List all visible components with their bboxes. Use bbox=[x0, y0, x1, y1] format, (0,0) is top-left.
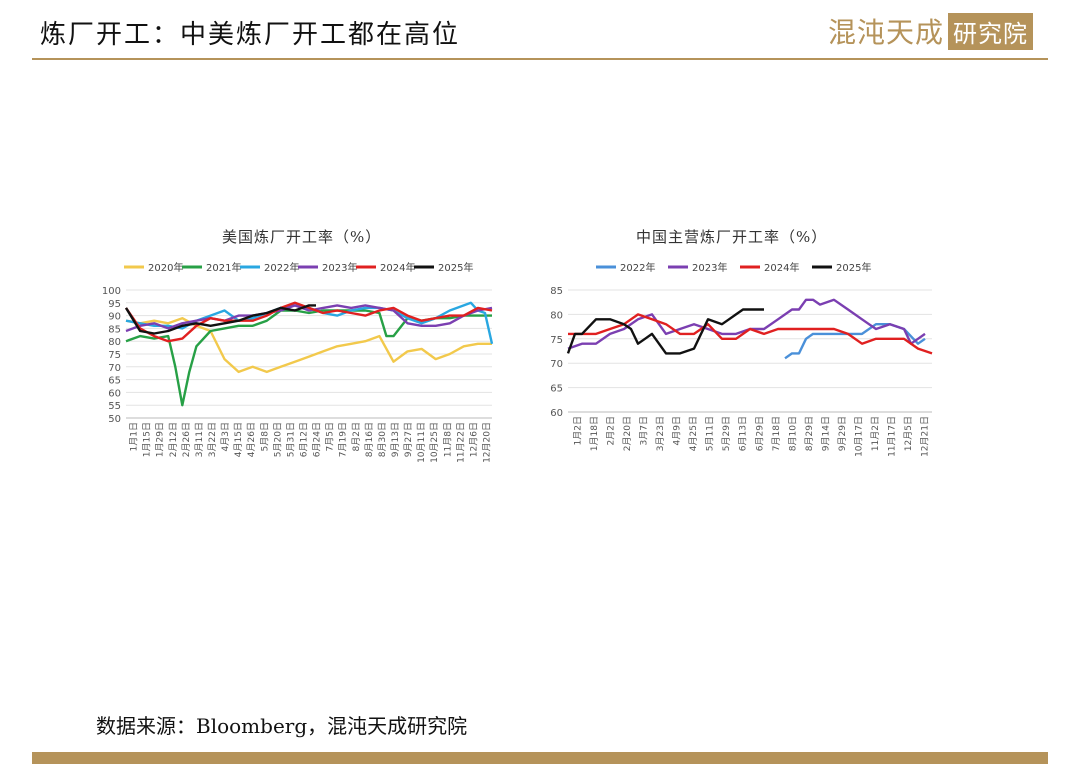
x-tick-label: 9月27日 bbox=[403, 422, 414, 457]
x-tick-label: 7月18日 bbox=[771, 416, 782, 451]
brand-logo: 混沌天成 研究院 bbox=[828, 10, 1034, 52]
x-tick-label: 8月16日 bbox=[364, 422, 375, 457]
x-tick-label: 11月22日 bbox=[455, 422, 466, 463]
legend-label: 2022年 bbox=[264, 261, 299, 274]
x-tick-label: 8月29日 bbox=[804, 416, 815, 451]
x-tick-label: 5月29日 bbox=[721, 416, 732, 451]
x-tick-label: 12月5日 bbox=[903, 416, 914, 451]
legend-label: 2023年 bbox=[692, 261, 727, 274]
x-tick-label: 1月18日 bbox=[589, 416, 600, 451]
x-tick-label: 1月15日 bbox=[142, 422, 153, 457]
y-tick-label: 75 bbox=[108, 350, 121, 361]
x-tick-label: 5月20日 bbox=[272, 422, 283, 457]
y-tick-label: 100 bbox=[102, 286, 121, 297]
x-tick-label: 6月13日 bbox=[738, 416, 749, 451]
x-tick-label: 12月20日 bbox=[481, 422, 492, 463]
y-tick-label: 75 bbox=[550, 335, 563, 346]
y-tick-label: 70 bbox=[108, 363, 121, 374]
x-tick-label: 3月22日 bbox=[207, 422, 218, 457]
legend-label: 2021年 bbox=[206, 261, 241, 274]
x-tick-label: 11月17日 bbox=[887, 416, 898, 457]
series-line bbox=[124, 304, 316, 335]
x-tick-label: 5月8日 bbox=[259, 422, 270, 451]
y-tick-label: 80 bbox=[108, 337, 121, 348]
series-line bbox=[567, 298, 926, 350]
legend-label: 2024年 bbox=[380, 261, 415, 274]
y-tick-label: 60 bbox=[550, 408, 563, 419]
y-tick-label: 85 bbox=[550, 286, 563, 297]
y-tick-label: 90 bbox=[108, 312, 121, 323]
x-tick-label: 8月30日 bbox=[377, 422, 388, 457]
x-tick-label: 5月31日 bbox=[285, 422, 296, 457]
footer-bar bbox=[32, 752, 1048, 764]
x-tick-label: 3月23日 bbox=[655, 416, 666, 451]
x-tick-label: 7月5日 bbox=[325, 422, 336, 451]
legend-label: 2023年 bbox=[322, 261, 357, 274]
x-tick-label: 9月29日 bbox=[837, 416, 848, 451]
x-tick-label: 4月26日 bbox=[246, 422, 257, 457]
x-tick-label: 11月8日 bbox=[442, 422, 453, 457]
x-tick-label: 8月10日 bbox=[787, 416, 798, 451]
x-tick-label: 9月13日 bbox=[390, 422, 401, 457]
legend-label: 2025年 bbox=[836, 261, 871, 274]
y-tick-label: 80 bbox=[550, 310, 563, 321]
x-tick-label: 6月24日 bbox=[312, 422, 323, 457]
x-tick-label: 3月7日 bbox=[638, 416, 649, 445]
cn-refinery-utilization-chart: 2022年 2023年 2024年 2025年 60 65 70 75 80 85 1月2日 1月18… bbox=[550, 261, 933, 457]
series-line bbox=[125, 316, 492, 374]
x-tick-label: 2月26日 bbox=[181, 422, 192, 457]
x-tick-label: 1月2日 bbox=[572, 416, 583, 445]
y-tick-label: 95 bbox=[108, 299, 121, 310]
x-tick-label: 6月12日 bbox=[298, 422, 309, 457]
logo-box: 研究院 bbox=[948, 12, 1034, 50]
us-chart-title: 美国炼厂开工率（%） bbox=[222, 228, 382, 246]
x-tick-label: 4月25日 bbox=[688, 416, 699, 451]
series-line bbox=[566, 308, 764, 355]
logo-text: 混沌天成 bbox=[828, 16, 945, 49]
x-tick-label: 12月6日 bbox=[468, 422, 479, 457]
legend-label: 2025年 bbox=[438, 261, 473, 274]
data-source: 数据来源：Bloomberg，混沌天成研究院 bbox=[96, 714, 468, 738]
series-line bbox=[568, 313, 933, 355]
series-line bbox=[125, 301, 493, 343]
header-divider bbox=[32, 58, 1048, 60]
legend-label: 2020年 bbox=[148, 261, 183, 274]
cn-chart-title: 中国主营炼厂开工率（%） bbox=[636, 228, 828, 246]
x-tick-label: 5月11日 bbox=[705, 416, 716, 451]
x-tick-label: 4月15日 bbox=[233, 422, 244, 457]
y-tick-label: 50 bbox=[108, 414, 121, 425]
x-tick-label: 1月1日 bbox=[129, 422, 140, 451]
legend-label: 2024年 bbox=[764, 261, 799, 274]
legend-label: 2022年 bbox=[620, 261, 655, 274]
x-tick-label: 3月11日 bbox=[194, 422, 205, 457]
x-tick-label: 6月29日 bbox=[754, 416, 765, 451]
x-tick-label: 4月3日 bbox=[220, 422, 231, 451]
y-tick-label: 65 bbox=[550, 384, 563, 395]
x-tick-label: 2月2日 bbox=[605, 416, 616, 445]
page-title: 炼厂开工：中美炼厂开工都在高位 bbox=[40, 20, 461, 50]
x-tick-label: 12月21日 bbox=[920, 416, 931, 457]
x-tick-label: 9月14日 bbox=[820, 416, 831, 451]
x-tick-label: 10月25日 bbox=[429, 422, 440, 463]
x-tick-label: 4月9日 bbox=[672, 416, 683, 445]
y-tick-label: 85 bbox=[108, 324, 121, 335]
x-tick-label: 8月2日 bbox=[351, 422, 362, 451]
x-tick-label: 7月19日 bbox=[338, 422, 349, 457]
x-tick-label: 2月12日 bbox=[168, 422, 179, 457]
y-tick-label: 70 bbox=[550, 359, 563, 370]
y-tick-label: 60 bbox=[108, 388, 121, 399]
x-tick-label: 10月11日 bbox=[416, 422, 427, 463]
x-tick-label: 1月29日 bbox=[155, 422, 166, 457]
series-line bbox=[125, 304, 493, 333]
y-tick-label: 65 bbox=[108, 376, 121, 387]
x-tick-label: 11月2日 bbox=[870, 416, 881, 451]
x-tick-label: 2月20日 bbox=[622, 416, 633, 451]
x-tick-label: 10月17日 bbox=[854, 416, 865, 457]
y-tick-label: 55 bbox=[108, 401, 121, 412]
